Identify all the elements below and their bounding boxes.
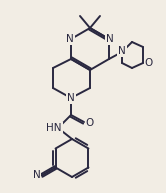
Text: N: N <box>66 34 74 44</box>
Text: O: O <box>86 118 94 128</box>
Text: N: N <box>106 34 114 44</box>
Text: HN: HN <box>46 123 62 133</box>
Text: N: N <box>67 93 75 103</box>
Text: N: N <box>33 170 41 180</box>
Text: O: O <box>145 58 153 68</box>
Text: N: N <box>118 46 126 56</box>
